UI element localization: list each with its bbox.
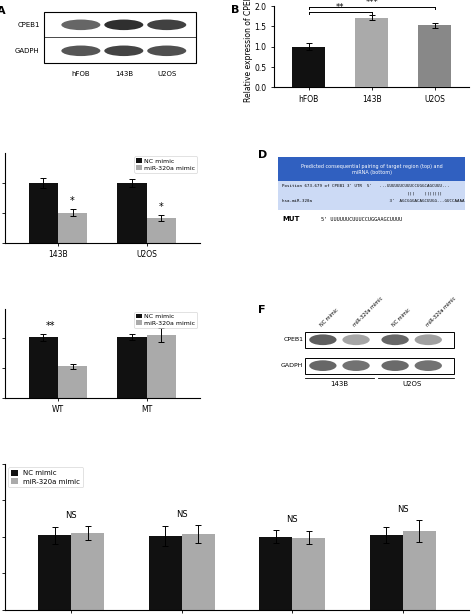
Text: Position 673-679 of CPEB1 3' UTR  5'   ...UUUUUUCUUUCCUGGCAGCUUU...: Position 673-679 of CPEB1 3' UTR 5' ...U… [282,184,449,188]
Ellipse shape [61,20,100,30]
Text: Predicted consequential pairing of target region (top) and
miRNA (bottom): Predicted consequential pairing of targe… [301,164,443,175]
Text: B: B [231,4,239,15]
Bar [118,337,146,398]
Bar [29,337,58,398]
Bar [182,534,215,610]
Text: GADPH: GADPH [15,48,40,54]
Text: hsa-miR-320a                               3'  AGCGGGACAGCUUGG---GUCCAAAA: hsa-miR-320a 3' AGCGGGACAGCUUGG---GUCCAA… [282,198,465,203]
Legend: NC mimic, miR-320a mimic: NC mimic, miR-320a mimic [8,467,83,487]
Text: **: ** [336,3,345,12]
Text: |||    |||||||: ||| ||||||| [282,192,442,195]
Bar [146,335,176,398]
Bar [278,181,465,209]
Text: NS: NS [176,510,188,519]
Ellipse shape [61,46,100,56]
Bar [292,47,325,87]
Ellipse shape [104,46,143,56]
Text: hFOB: hFOB [72,71,90,78]
Text: ***: *** [365,0,378,7]
Bar [148,536,182,610]
Text: D: D [258,150,268,160]
Ellipse shape [309,360,337,371]
Ellipse shape [147,46,186,56]
Text: MUT: MUT [282,216,300,222]
Ellipse shape [309,334,337,345]
Text: *: * [70,197,75,206]
Ellipse shape [342,334,370,345]
Bar [58,367,87,398]
Text: 143B: 143B [115,71,133,78]
Text: 5' UUUUUUCUUUCCUGGAAGCUUUU: 5' UUUUUUCUUUCCUGGAAGCUUUU [321,217,402,222]
Text: NC mimic: NC mimic [319,308,340,328]
Text: *: * [159,201,164,212]
Ellipse shape [147,20,186,30]
Text: GADPH: GADPH [281,363,303,368]
Bar [305,332,454,348]
Bar [29,183,58,243]
Bar [292,538,326,610]
Text: miR-320a mimic: miR-320a mimic [425,296,456,328]
Bar [58,213,87,243]
Text: U2OS: U2OS [402,381,421,386]
Bar [71,533,104,610]
Ellipse shape [415,360,442,371]
Bar [305,358,454,374]
Y-axis label: Relative expression of CPEB1: Relative expression of CPEB1 [244,0,253,102]
Text: A: A [0,6,6,16]
Text: CPEB1: CPEB1 [18,22,40,28]
Bar [118,183,146,243]
Ellipse shape [342,360,370,371]
Bar [370,535,403,610]
Text: F: F [258,305,266,315]
Bar [38,535,71,610]
Bar [418,25,451,87]
Ellipse shape [382,334,409,345]
Text: U2OS: U2OS [157,71,176,78]
Bar [146,217,176,243]
Bar [259,537,292,610]
Bar [356,17,388,87]
Ellipse shape [104,20,143,30]
Text: NC mimic: NC mimic [392,308,412,328]
Text: NS: NS [65,511,77,520]
Text: miR-320a mimic: miR-320a mimic [353,296,384,328]
Text: NS: NS [397,505,409,514]
Ellipse shape [382,360,409,371]
Legend: NC mimic, miR-320a mimic: NC mimic, miR-320a mimic [135,312,197,328]
Bar [403,531,436,610]
Text: CPEB1: CPEB1 [283,337,303,342]
Text: **: ** [46,320,55,331]
Legend: NC mimic, miR-320a mimic: NC mimic, miR-320a mimic [135,156,197,172]
Text: 143B: 143B [330,381,348,386]
Bar [44,12,196,63]
Bar [278,157,465,182]
Text: NS: NS [286,516,298,524]
Ellipse shape [415,334,442,345]
